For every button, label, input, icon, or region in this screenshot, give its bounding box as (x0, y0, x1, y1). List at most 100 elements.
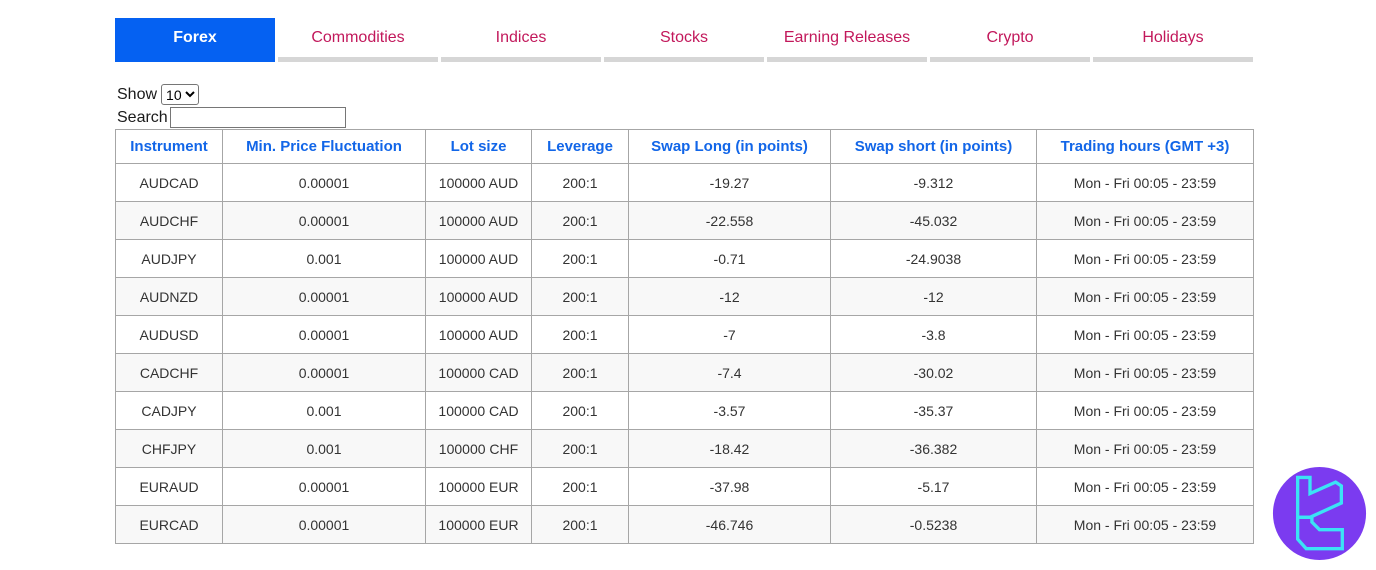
table-body: AUDCAD 0.00001 100000 AUD 200:1 -19.27 -9.312… (115, 163, 1254, 544)
cell-min-price-fluctuation: 0.00001 (222, 505, 426, 544)
tab-forex[interactable]: Forex (115, 18, 275, 62)
cell-lot-size: 100000 AUD (425, 277, 532, 316)
table-row: EURCAD 0.00001 100000 EUR 200:1 -46.746 -0.52… (115, 505, 1254, 544)
cell-leverage: 200:1 (531, 505, 629, 544)
cell-min-price-fluctuation: 0.00001 (222, 467, 426, 506)
cell-min-price-fluctuation: 0.00001 (222, 315, 426, 354)
search-control: Search (117, 106, 346, 129)
cell-trading-hours: Mon - Fri 00:05 - 23:59 (1036, 391, 1254, 430)
table-row: CADJPY 0.001 100000 CAD 200:1 -3.57 -35.37 Mon… (115, 391, 1254, 430)
cell-trading-hours: Mon - Fri 00:05 - 23:59 (1036, 201, 1254, 240)
table-row: AUDCHF 0.00001 100000 AUD 200:1 -22.558 -45.0… (115, 201, 1254, 240)
page-length-select[interactable]: 10 (161, 84, 200, 105)
cell-instrument: CADCHF (115, 353, 223, 392)
table-row: AUDCAD 0.00001 100000 AUD 200:1 -19.27 -9.312… (115, 163, 1254, 202)
cell-leverage: 200:1 (531, 315, 629, 354)
cell-lot-size: 100000 EUR (425, 467, 532, 506)
tab-indices[interactable]: Indices (441, 18, 601, 62)
show-control: Show 10 (117, 83, 346, 106)
cell-lot-size: 100000 AUD (425, 163, 532, 202)
cell-swap-long: -0.71 (628, 239, 831, 278)
header-swap-long[interactable]: Swap Long (in points) (628, 129, 831, 164)
table-row: AUDUSD 0.00001 100000 AUD 200:1 -7 -3.8 Mon - … (115, 315, 1254, 354)
cell-swap-long: -22.558 (628, 201, 831, 240)
tab-stocks[interactable]: Stocks (604, 18, 764, 62)
cell-instrument: AUDCAD (115, 163, 223, 202)
cell-lot-size: 100000 CAD (425, 391, 532, 430)
cell-instrument: AUDUSD (115, 315, 223, 354)
search-label: Search (117, 108, 168, 126)
cell-instrument: AUDNZD (115, 277, 223, 316)
cell-leverage: 200:1 (531, 239, 629, 278)
cell-swap-short: -12 (830, 277, 1037, 316)
cell-instrument: CADJPY (115, 391, 223, 430)
cell-swap-long: -46.746 (628, 505, 831, 544)
cell-leverage: 200:1 (531, 391, 629, 430)
cell-swap-short: -9.312 (830, 163, 1037, 202)
cell-trading-hours: Mon - Fri 00:05 - 23:59 (1036, 315, 1254, 354)
cell-swap-long: -18.42 (628, 429, 831, 468)
header-trading-hours[interactable]: Trading hours (GMT +3) (1036, 129, 1254, 164)
cell-instrument: EURAUD (115, 467, 223, 506)
cell-lot-size: 100000 CHF (425, 429, 532, 468)
tab-crypto[interactable]: Crypto (930, 18, 1090, 62)
cell-lot-size: 100000 AUD (425, 201, 532, 240)
header-instrument[interactable]: Instrument (115, 129, 223, 164)
cell-leverage: 200:1 (531, 201, 629, 240)
cell-min-price-fluctuation: 0.001 (222, 429, 426, 468)
cell-trading-hours: Mon - Fri 00:05 - 23:59 (1036, 163, 1254, 202)
cell-swap-short: -5.17 (830, 467, 1037, 506)
cell-swap-long: -3.57 (628, 391, 831, 430)
site-logo[interactable] (1272, 466, 1367, 561)
cell-leverage: 200:1 (531, 467, 629, 506)
cell-lot-size: 100000 AUD (425, 239, 532, 278)
cell-leverage: 200:1 (531, 163, 629, 202)
cell-min-price-fluctuation: 0.001 (222, 391, 426, 430)
table-row: AUDNZD 0.00001 100000 AUD 200:1 -12 -12 Mon - … (115, 277, 1254, 316)
cell-trading-hours: Mon - Fri 00:05 - 23:59 (1036, 505, 1254, 544)
cell-swap-long: -19.27 (628, 163, 831, 202)
cell-leverage: 200:1 (531, 353, 629, 392)
cell-trading-hours: Mon - Fri 00:05 - 23:59 (1036, 467, 1254, 506)
cell-trading-hours: Mon - Fri 00:05 - 23:59 (1036, 277, 1254, 316)
cell-leverage: 200:1 (531, 429, 629, 468)
cell-instrument: EURCAD (115, 505, 223, 544)
table-row: CHFJPY 0.001 100000 CHF 200:1 -18.42 -36.382 M… (115, 429, 1254, 468)
tab-label: Crypto (986, 28, 1034, 46)
cell-swap-long: -7 (628, 315, 831, 354)
tab-label: Stocks (659, 28, 708, 46)
cell-swap-short: -36.382 (830, 429, 1037, 468)
tab-label: Earning Releases (783, 28, 911, 46)
cell-min-price-fluctuation: 0.00001 (222, 277, 426, 316)
cell-swap-short: -24.9038 (830, 239, 1037, 278)
cell-swap-long: -37.98 (628, 467, 831, 506)
cell-min-price-fluctuation: 0.00001 (222, 201, 426, 240)
cell-instrument: CHFJPY (115, 429, 223, 468)
cell-trading-hours: Mon - Fri 00:05 - 23:59 (1036, 239, 1254, 278)
header-min-price-fluctuation[interactable]: Min. Price Fluctuation (222, 129, 426, 164)
tab-earning-releases[interactable]: Earning Releases (767, 18, 927, 62)
header-lot-size[interactable]: Lot size (425, 129, 532, 164)
cell-swap-long: -12 (628, 277, 831, 316)
logo-icon (1272, 466, 1367, 561)
cell-instrument: AUDJPY (115, 239, 223, 278)
header-leverage[interactable]: Leverage (531, 129, 629, 164)
cell-lot-size: 100000 CAD (425, 353, 532, 392)
category-tab-bar: Forex Commodities Indices Stocks Earning… (115, 18, 1253, 62)
cell-min-price-fluctuation: 0.00001 (222, 353, 426, 392)
cell-swap-short: -45.032 (830, 201, 1037, 240)
tab-label: Holidays (1142, 28, 1204, 46)
tab-commodities[interactable]: Commodities (278, 18, 438, 62)
cell-instrument: AUDCHF (115, 201, 223, 240)
instruments-table: Instrument Min. Price Fluctuation Lot si… (115, 129, 1254, 544)
header-swap-short[interactable]: Swap short (in points) (830, 129, 1037, 164)
cell-min-price-fluctuation: 0.00001 (222, 163, 426, 202)
cell-swap-short: -30.02 (830, 353, 1037, 392)
cell-trading-hours: Mon - Fri 00:05 - 23:59 (1036, 353, 1254, 392)
cell-swap-short: -35.37 (830, 391, 1037, 430)
search-input[interactable] (169, 107, 346, 128)
show-label: Show (117, 85, 158, 103)
tab-holidays[interactable]: Holidays (1093, 18, 1253, 62)
cell-lot-size: 100000 EUR (425, 505, 532, 544)
